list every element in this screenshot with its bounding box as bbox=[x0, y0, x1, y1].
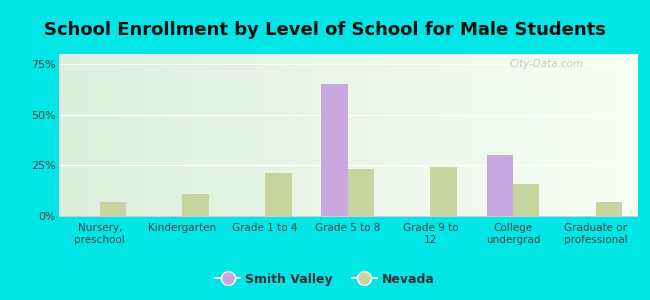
Bar bbox=[183, 194, 209, 216]
Bar bbox=[100, 202, 126, 216]
Bar bbox=[513, 184, 540, 216]
Bar bbox=[430, 167, 457, 216]
Bar bbox=[321, 84, 348, 216]
Bar bbox=[348, 169, 374, 216]
Bar bbox=[265, 173, 292, 216]
Legend: Smith Valley, Nevada: Smith Valley, Nevada bbox=[211, 268, 439, 291]
Bar bbox=[595, 202, 622, 216]
Text: School Enrollment by Level of School for Male Students: School Enrollment by Level of School for… bbox=[44, 21, 606, 39]
Bar bbox=[487, 155, 513, 216]
Text: City-Data.com: City-Data.com bbox=[510, 59, 584, 69]
